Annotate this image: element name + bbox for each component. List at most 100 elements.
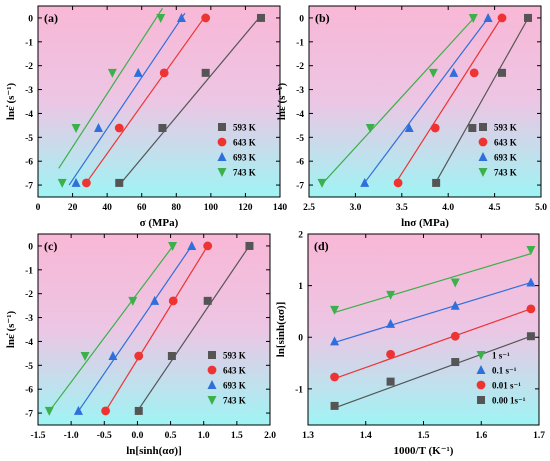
data-point (101, 406, 111, 416)
y-axis-label: lnε̇ (s⁻¹) (276, 83, 288, 121)
y-tick-label: -6 (296, 158, 304, 168)
y-tick-label: 0 (299, 14, 304, 24)
data-point (450, 278, 460, 288)
fit-line (84, 15, 207, 186)
legend-label: 643 K (494, 138, 517, 148)
data-point (360, 177, 370, 187)
x-tick-label: 60 (137, 203, 147, 213)
data-point (469, 68, 479, 78)
fit-line (68, 12, 186, 186)
fit-line (334, 253, 532, 314)
data-point (365, 124, 375, 134)
y-tick-label: -3 (25, 314, 33, 324)
x-tick-label: 0 (36, 203, 41, 213)
data-point (107, 68, 117, 78)
fit-line (47, 244, 175, 414)
legend-label: 593 K (494, 123, 517, 133)
y-tick-label: -4 (25, 110, 33, 120)
x-tick-label: 20 (68, 203, 78, 213)
y-tick-label: -5 (296, 134, 304, 144)
x-tick-label: 5.0 (535, 203, 547, 213)
data-point (133, 67, 143, 77)
fit-line (362, 16, 490, 186)
y-tick-label: -6 (25, 386, 33, 396)
data-point (203, 296, 212, 305)
x-tick-label: 3.0 (349, 203, 361, 213)
x-tick-label: 2.5 (303, 203, 315, 213)
legend-label: 1 s⁻¹ (492, 351, 510, 361)
legend-marker (478, 152, 488, 161)
x-tick-label: 0.5 (165, 431, 177, 441)
data-point (108, 351, 118, 361)
data-point (468, 13, 478, 23)
data-point (526, 332, 535, 341)
y-tick-label: 1 (298, 282, 303, 292)
data-point (451, 358, 460, 367)
data-point (73, 405, 83, 415)
data-point (526, 277, 536, 287)
legend-label: 743 K (494, 168, 517, 178)
y-tick-label: -7 (296, 182, 304, 192)
data-point (428, 68, 438, 78)
fit-line (320, 16, 476, 186)
y-tick-label: -7 (25, 410, 33, 420)
y-tick-label: -1 (25, 38, 33, 48)
data-point (115, 178, 124, 187)
x-tick-label: -0.5 (97, 431, 112, 441)
y-tick-label: 0 (28, 242, 33, 252)
plot-frame (37, 233, 271, 426)
x-tick-label: 1.0 (198, 431, 210, 441)
fit-line (433, 16, 530, 186)
x-tick-label: 0.0 (131, 431, 143, 441)
legend-marker (476, 351, 486, 360)
x-tick-label: 3.5 (396, 203, 408, 213)
x-tick-label: 80 (172, 203, 182, 213)
fit-line (393, 16, 503, 186)
data-point (156, 13, 166, 23)
y-tick-label: -5 (25, 134, 33, 144)
x-tick-label: 100 (204, 203, 219, 213)
data-point (201, 13, 211, 23)
data-point (114, 123, 124, 133)
y-tick-label: 0 (298, 334, 303, 344)
x-axis-label: σ (MPa) (140, 217, 179, 229)
y-tick-label: -3 (25, 86, 33, 96)
legend-marker (207, 380, 217, 389)
data-point (82, 178, 91, 188)
plot-frame (308, 5, 542, 198)
y-tick-label: -7 (25, 182, 33, 192)
data-point (526, 246, 536, 256)
fit-line (76, 244, 193, 414)
data-point (498, 68, 507, 77)
x-tick-label: 4.0 (442, 203, 454, 213)
legend-label: 0.00 1s⁻¹ (492, 396, 526, 406)
x-tick-label: 120 (238, 203, 253, 213)
legend-marker (476, 380, 486, 390)
legend-label: 643 K (223, 366, 246, 376)
legend-marker (476, 365, 486, 374)
chart-panel-3: -1.5 -1.0 -0.5 0.0 0.5 1.0 1.5 2.0 -7 -6 -5 -4 -3 -2 -… (5, 233, 276, 457)
panel-label: (c) (44, 239, 57, 253)
plot-background (38, 6, 280, 197)
y-tick-label: -5 (25, 362, 33, 372)
x-tick-label: -1.0 (64, 431, 79, 441)
x-tick-label: 1.4 (360, 431, 372, 441)
data-point (430, 123, 440, 133)
data-point (80, 352, 90, 362)
legend-label: 0.1 s⁻¹ (492, 366, 517, 376)
data-point (386, 377, 395, 386)
x-axis-label: lnσ (MPa) (401, 217, 449, 229)
data-point (393, 178, 403, 188)
data-point (497, 13, 507, 23)
x-tick-label: 1.6 (475, 431, 487, 441)
x-tick-label: -1.5 (30, 431, 45, 441)
data-point (330, 305, 340, 315)
x-tick-label: 4.5 (489, 203, 501, 213)
data-point (176, 12, 186, 22)
plot-frame (307, 233, 540, 426)
y-tick-label: 0 (28, 14, 33, 24)
legend-marker (207, 365, 217, 375)
data-point (71, 124, 81, 134)
y-tick-label: -4 (25, 338, 33, 348)
